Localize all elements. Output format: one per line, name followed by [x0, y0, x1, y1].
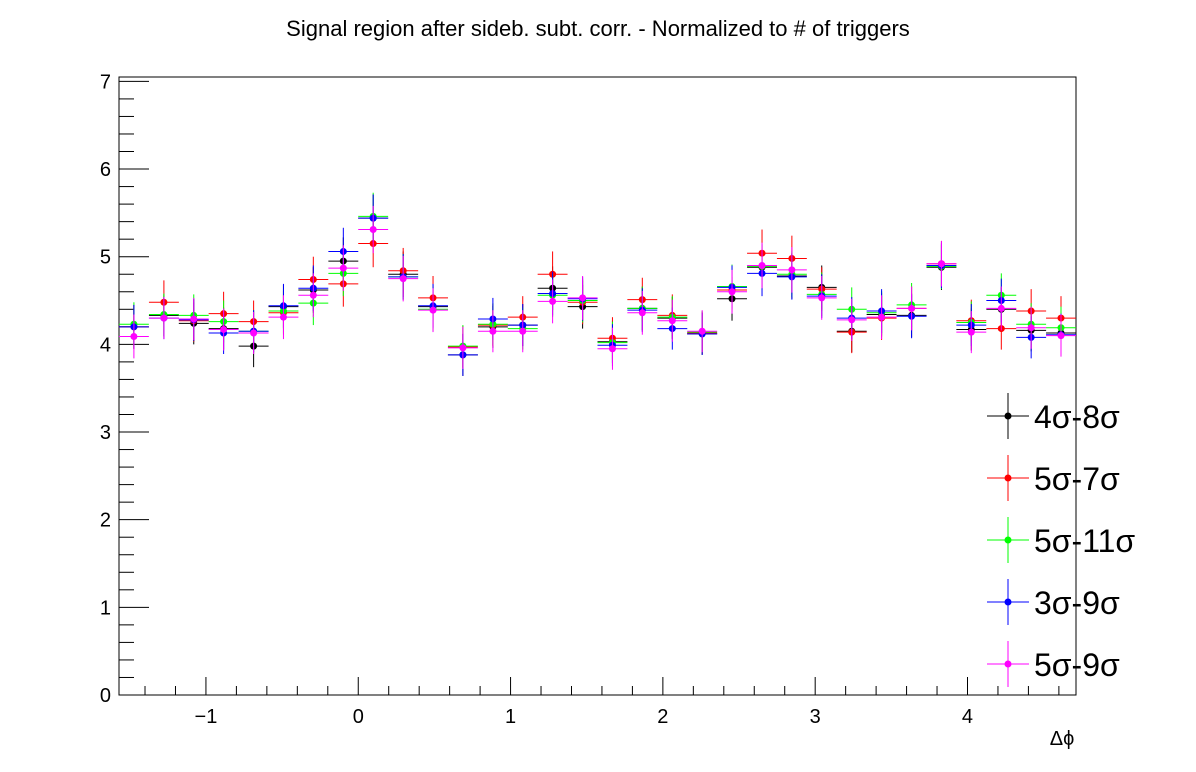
y-tick-label: 4 [100, 334, 111, 356]
x-tick-label: −1 [195, 706, 218, 728]
legend-label: 3σ-9σ [1034, 585, 1120, 621]
plot-border [118, 76, 1077, 696]
series-3 [118, 192, 1076, 368]
data-point [339, 264, 347, 272]
data-point [1027, 324, 1035, 332]
data-point [698, 327, 706, 335]
legend-label: 5σ-9σ [1034, 647, 1120, 683]
data-point [758, 261, 766, 269]
legend-label: 5σ-7σ [1034, 461, 1120, 497]
x-tick-label: 2 [657, 706, 668, 728]
legend-label: 4σ-8σ [1034, 399, 1120, 435]
data-point [220, 325, 228, 333]
y-tick-label: 5 [100, 247, 111, 269]
y-tick-label: 0 [100, 685, 111, 707]
series-layer [118, 192, 1076, 376]
legend-item-2: 5σ-7σ [987, 455, 1120, 501]
data-point [818, 294, 826, 302]
data-point [549, 297, 557, 305]
data-point [130, 332, 138, 340]
y-tick-label: 1 [100, 597, 111, 619]
data-point [728, 288, 736, 296]
data-point [579, 294, 587, 302]
data-point [519, 327, 527, 335]
data-point [908, 304, 916, 312]
data-point [250, 329, 258, 337]
legend-item-3: 5σ-11σ [987, 517, 1135, 563]
data-point [997, 304, 1005, 312]
data-point [279, 313, 287, 321]
legend: 4σ-8σ 5σ-7σ 5σ-11σ 3σ-9σ 5σ-9σ [987, 393, 1135, 687]
data-point [967, 328, 975, 336]
data-point [937, 260, 945, 268]
legend-label: 5σ-11σ [1034, 523, 1135, 559]
plot-frame [118, 76, 1077, 696]
y-tick-label: 3 [100, 422, 111, 444]
chart-title: Signal region after sideb. subt. corr. -… [286, 16, 910, 41]
data-point [489, 327, 497, 335]
x-tick-label: 4 [962, 706, 973, 728]
data-point [788, 266, 796, 274]
data-point [878, 313, 886, 321]
x-tick-label: 0 [353, 706, 364, 728]
data-point [638, 309, 646, 317]
legend-marker-dot [1004, 598, 1012, 606]
data-point [608, 345, 616, 353]
data-point [1057, 332, 1065, 340]
data-point [160, 314, 168, 322]
legend-item-1: 4σ-8σ [987, 393, 1120, 439]
data-point [309, 291, 317, 299]
legend-item-4: 3σ-9σ [987, 579, 1120, 625]
legend-marker-dot [1004, 412, 1012, 420]
legend-item-5: 5σ-9σ [987, 641, 1120, 687]
data-point [429, 306, 437, 314]
x-tick-label: 3 [810, 706, 821, 728]
x-axis: −1 0 1 2 3 4 [144, 677, 1060, 728]
y-tick-label: 6 [100, 159, 111, 181]
data-point [190, 315, 198, 323]
y-tick-label: 2 [100, 510, 111, 532]
data-point [369, 226, 377, 234]
x-tick-label: 1 [505, 706, 516, 728]
legend-marker-dot [1004, 660, 1012, 668]
legend-marker-dot [1004, 536, 1012, 544]
data-point [668, 317, 676, 325]
legend-marker-dot [1004, 474, 1012, 482]
y-axis: 0 1 2 3 4 5 6 7 [100, 71, 149, 707]
x-axis-label: Δϕ [1050, 728, 1075, 750]
y-tick-label: 7 [100, 71, 111, 93]
data-point [459, 344, 467, 352]
data-point [848, 316, 856, 324]
series-4 [118, 194, 1076, 376]
series-5 [118, 205, 1076, 370]
data-point [399, 275, 407, 283]
series-1 [118, 194, 1076, 376]
